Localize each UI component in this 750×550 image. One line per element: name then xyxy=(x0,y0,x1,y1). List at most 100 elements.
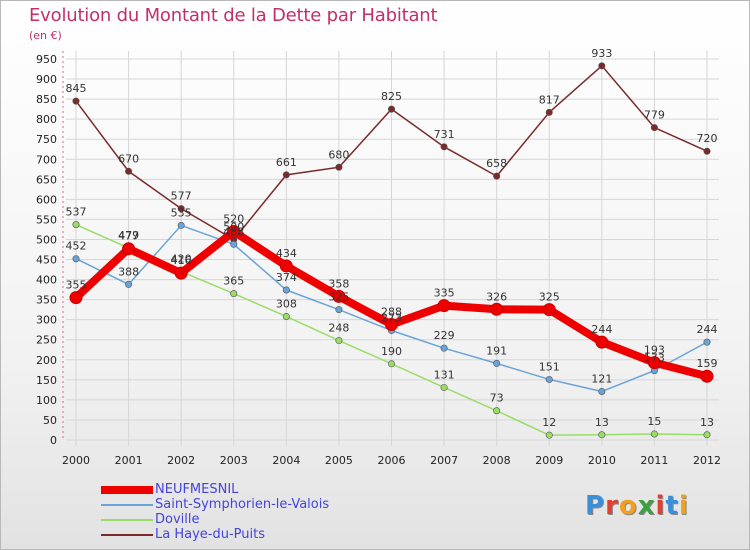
data-point-2-2009 xyxy=(545,375,553,383)
data-point-4-2001 xyxy=(125,167,133,175)
legend-swatch-3 xyxy=(101,519,153,521)
data-point-3-2012 xyxy=(703,431,711,439)
unit-label: (en €) xyxy=(29,29,62,42)
x-tick-label: 2000 xyxy=(62,454,90,467)
y-tick-label: 900 xyxy=(36,73,57,86)
x-tick-label: 2005 xyxy=(325,454,353,467)
legend-label-1: NEUFMESNIL xyxy=(155,482,239,497)
y-tick-label: 500 xyxy=(36,233,57,246)
data-point-3-2007 xyxy=(440,383,448,391)
data-label: 817 xyxy=(539,93,560,106)
data-point-1-2008 xyxy=(490,302,504,316)
data-point-3-2000 xyxy=(72,221,80,229)
data-label: 159 xyxy=(697,357,718,370)
data-labels: 355 477 416 520 434 358 288 335 326 325 244 193 159 4… xyxy=(66,47,718,429)
data-point-2-2012 xyxy=(703,338,711,346)
data-label: 13 xyxy=(595,416,609,429)
y-tick-label: 250 xyxy=(36,334,57,347)
y-tick-label: 350 xyxy=(36,294,57,307)
data-point-1-2003 xyxy=(227,224,241,238)
data-point-1-2001 xyxy=(122,242,136,256)
legend-label-3: Doville xyxy=(155,512,200,527)
data-label: 731 xyxy=(434,128,455,141)
data-label: 131 xyxy=(434,368,455,381)
x-tick-label: 2006 xyxy=(378,454,406,467)
data-point-1-2002 xyxy=(174,266,188,280)
y-tick-label: 700 xyxy=(36,153,57,166)
y-tick-label: 750 xyxy=(36,133,57,146)
data-point-3-2009 xyxy=(545,431,553,439)
data-label: 680 xyxy=(328,148,349,161)
data-point-4-2010 xyxy=(598,62,606,70)
data-label: 434 xyxy=(276,247,297,260)
data-point-2-2001 xyxy=(125,280,133,288)
data-label: 325 xyxy=(328,291,349,304)
y-tick-label: 400 xyxy=(36,274,57,287)
legend-swatch-4 xyxy=(101,534,153,536)
data-label: 420 xyxy=(171,253,192,266)
data-point-4-2005 xyxy=(335,163,343,171)
data-point-3-2006 xyxy=(387,360,395,368)
data-label: 577 xyxy=(171,190,192,203)
x-tick-label: 2001 xyxy=(115,454,143,467)
data-label: 779 xyxy=(644,109,665,122)
data-label: 335 xyxy=(434,287,455,300)
y-tick-label: 450 xyxy=(36,254,57,267)
data-label: 73 xyxy=(490,392,504,405)
data-point-1-2006 xyxy=(385,317,398,331)
data-point-4-2006 xyxy=(387,105,395,113)
x-tick-label: 2012 xyxy=(693,454,721,467)
y-tick-label: 950 xyxy=(36,53,57,66)
data-point-1-2000 xyxy=(69,291,83,305)
y-tick-label: 800 xyxy=(36,113,57,126)
data-point-2-2008 xyxy=(493,359,501,367)
y-tick-label: 0 xyxy=(50,434,57,447)
grid-lines xyxy=(66,51,719,446)
data-label: 500 xyxy=(223,220,244,233)
chart-title: Evolution du Montant de la Dette par Hab… xyxy=(29,5,438,26)
data-point-3-2004 xyxy=(282,312,290,320)
y-tick-label: 300 xyxy=(36,314,57,327)
data-label: 13 xyxy=(700,416,714,429)
x-tick-label: 2007 xyxy=(430,454,458,467)
data-label: 325 xyxy=(539,291,560,304)
data-point-2-2010 xyxy=(598,387,606,395)
data-label: 365 xyxy=(223,275,244,288)
data-point-3-2010 xyxy=(598,431,606,439)
data-point-4-2000 xyxy=(72,97,80,105)
data-point-3-2003 xyxy=(230,290,238,298)
data-label: 326 xyxy=(486,290,507,303)
data-point-2-2004 xyxy=(282,286,290,294)
data-label: 15 xyxy=(647,415,661,428)
data-label: 374 xyxy=(276,271,297,284)
data-point-4-2009 xyxy=(545,108,553,116)
data-label: 661 xyxy=(276,156,297,169)
data-point-4-2002 xyxy=(177,205,185,213)
data-point-1-2010 xyxy=(595,335,609,349)
data-label: 452 xyxy=(66,240,87,253)
y-tick-label: 150 xyxy=(36,374,57,387)
x-tick-label: 2009 xyxy=(535,454,563,467)
x-tick-label: 2004 xyxy=(272,454,300,467)
legend-swatch-2 xyxy=(101,504,153,506)
data-label: 190 xyxy=(381,345,402,358)
data-label: 658 xyxy=(486,157,507,170)
data-label: 191 xyxy=(486,344,507,357)
data-label: 520 xyxy=(223,212,244,225)
y-tick-label: 650 xyxy=(36,173,57,186)
y-tick-label: 550 xyxy=(36,213,57,226)
data-label: 933 xyxy=(591,47,612,60)
data-label: 173 xyxy=(644,352,665,365)
data-point-1-2005 xyxy=(332,289,346,303)
data-point-1-2007 xyxy=(437,299,451,313)
x-tick-label: 2002 xyxy=(167,454,195,467)
data-label: 477 xyxy=(118,230,139,243)
data-point-1-2009 xyxy=(542,303,556,317)
proxiti-logo: Proxiti xyxy=(585,491,689,521)
data-label: 229 xyxy=(434,329,455,342)
data-point-4-2007 xyxy=(440,143,448,151)
data-point-1-2011 xyxy=(647,356,661,370)
y-tick-label: 50 xyxy=(43,414,57,427)
